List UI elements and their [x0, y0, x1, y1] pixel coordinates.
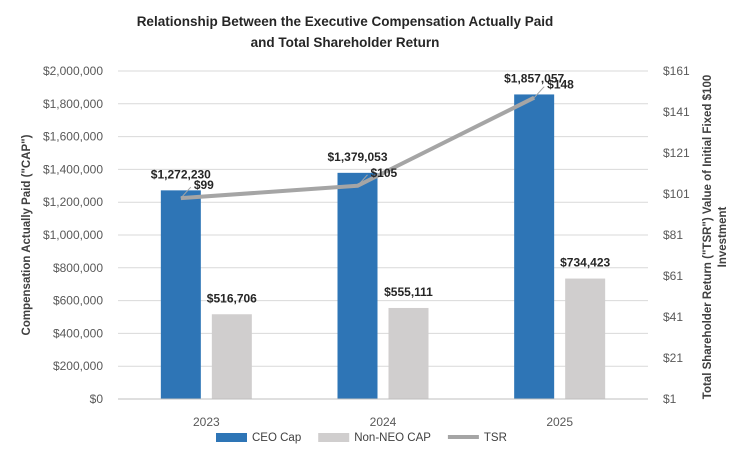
data-label-ceo-cap: $1,857,057 [504, 71, 564, 85]
y2-tick-label: $161 [663, 64, 690, 78]
legend-swatch [216, 433, 247, 442]
y-axis-title: Compensation Actually Paid ("CAP") [21, 134, 33, 335]
y2-tick-label: $61 [663, 269, 683, 283]
bar-ceo-cap [160, 190, 201, 399]
y2-tick-label: $121 [663, 146, 690, 160]
y-tick-label: $1,400,000 [43, 162, 103, 176]
data-label-non-neo-cap: $734,423 [560, 256, 610, 270]
data-label-tsr: $99 [194, 178, 214, 192]
y-tick-label: $800,000 [53, 261, 103, 275]
y2-tick-label: $101 [663, 187, 690, 201]
chart-title-line2: and Total Shareholder Return [251, 35, 440, 50]
data-label-non-neo-cap: $516,706 [207, 291, 257, 305]
gridlines [118, 70, 648, 367]
bar-non-neo-cap [565, 278, 606, 399]
legend-label: CEO Cap [252, 432, 301, 444]
bar-non-neo-cap [388, 307, 429, 399]
y-tick-label: $2,000,000 [43, 64, 103, 78]
bar-ceo-cap [514, 94, 555, 399]
y2-tick-label: $81 [663, 228, 683, 242]
tsr-leader-line [357, 174, 368, 187]
data-label-tsr: $105 [371, 166, 398, 180]
x-tick-label: 2023 [193, 415, 220, 429]
x-tick-label: 2024 [370, 415, 397, 429]
tsr-leader-line [180, 186, 192, 199]
y2-tick-label: $21 [663, 351, 683, 365]
legend-label: TSR [484, 432, 507, 444]
y-tick-label: $1,200,000 [43, 195, 103, 209]
y2-tick-label: $41 [663, 310, 683, 324]
y-tick-label: $600,000 [53, 294, 103, 308]
legend-label: Non-NEO CAP [354, 432, 431, 444]
y-tick-label: $1,600,000 [43, 130, 103, 144]
y2-axis-title-line2: Investment [717, 206, 729, 267]
bars [160, 94, 606, 399]
y-tick-label: $1,000,000 [43, 228, 103, 242]
data-labels: $1,272,230 $516,706 $1,379,053 $555,111 $1,8… [151, 71, 611, 305]
legend-swatch [318, 433, 350, 442]
y2-axis-title-line1: Total Shareholder Return ("TSR") Value o… [702, 75, 714, 399]
data-label-ceo-cap: $1,379,053 [327, 150, 387, 164]
data-label-non-neo-cap: $555,111 [384, 285, 433, 299]
y2-tick-label: $141 [663, 105, 690, 119]
y-axis-left: $0 $200,000 $400,000 $600,000 $800,000 $1,000… [43, 64, 103, 406]
bar-ceo-cap [337, 172, 378, 399]
y-tick-label: $400,000 [53, 326, 103, 340]
chart-title-line1: Relationship Between the Executive Compe… [137, 14, 554, 29]
bar-non-neo-cap [211, 314, 252, 399]
legend: CEO Cap Non-NEO CAP TSR [216, 432, 507, 444]
x-tick-label: 2025 [546, 415, 573, 429]
y-tick-label: $200,000 [53, 359, 103, 373]
tsr-leader-line [533, 86, 545, 98]
x-axis: 2023 2024 2025 [118, 398, 648, 429]
y-tick-label: $0 [90, 392, 104, 406]
y-tick-label: $1,800,000 [43, 97, 103, 111]
y-axis-right: $1 $21 $41 $61 $81 $101 $121 $141 $161 [663, 64, 690, 406]
y2-tick-label: $1 [663, 392, 677, 406]
data-label-ceo-cap: $1,272,230 [151, 167, 211, 181]
data-label-tsr: $148 [547, 78, 574, 92]
